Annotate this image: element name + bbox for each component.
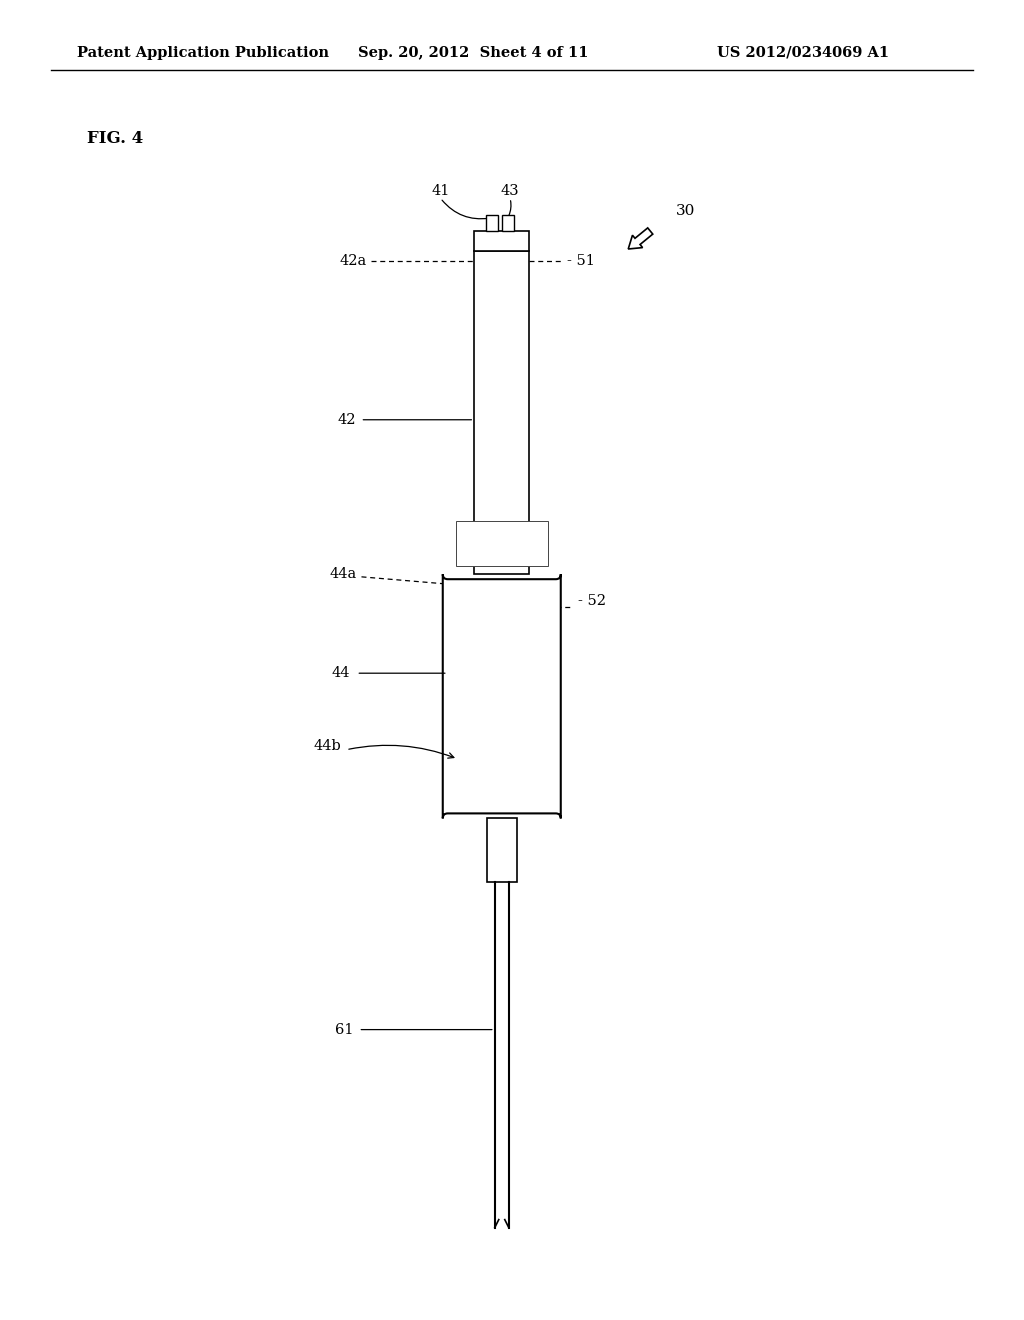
Bar — [485, 215, 498, 231]
Text: FIG. 4: FIG. 4 — [87, 131, 143, 147]
FancyBboxPatch shape — [442, 574, 561, 818]
Bar — [474, 251, 529, 574]
Text: 41: 41 — [431, 185, 450, 198]
Text: 44a: 44a — [329, 568, 356, 581]
Text: - 51: - 51 — [567, 255, 595, 268]
Bar — [486, 818, 517, 882]
Text: 42: 42 — [338, 413, 356, 426]
Text: 30: 30 — [676, 205, 695, 218]
Text: 42a: 42a — [339, 255, 367, 268]
Text: Patent Application Publication: Patent Application Publication — [77, 46, 329, 59]
Text: 43: 43 — [501, 185, 519, 198]
Text: US 2012/0234069 A1: US 2012/0234069 A1 — [717, 46, 889, 59]
Bar — [502, 215, 514, 231]
Bar — [456, 521, 548, 566]
Text: 61: 61 — [335, 1023, 353, 1036]
Text: Sep. 20, 2012  Sheet 4 of 11: Sep. 20, 2012 Sheet 4 of 11 — [358, 46, 589, 59]
Text: 44: 44 — [332, 667, 350, 680]
FancyArrow shape — [629, 228, 652, 249]
Text: - 52: - 52 — [578, 594, 605, 607]
Bar — [474, 231, 529, 251]
Text: 44b: 44b — [313, 739, 341, 752]
